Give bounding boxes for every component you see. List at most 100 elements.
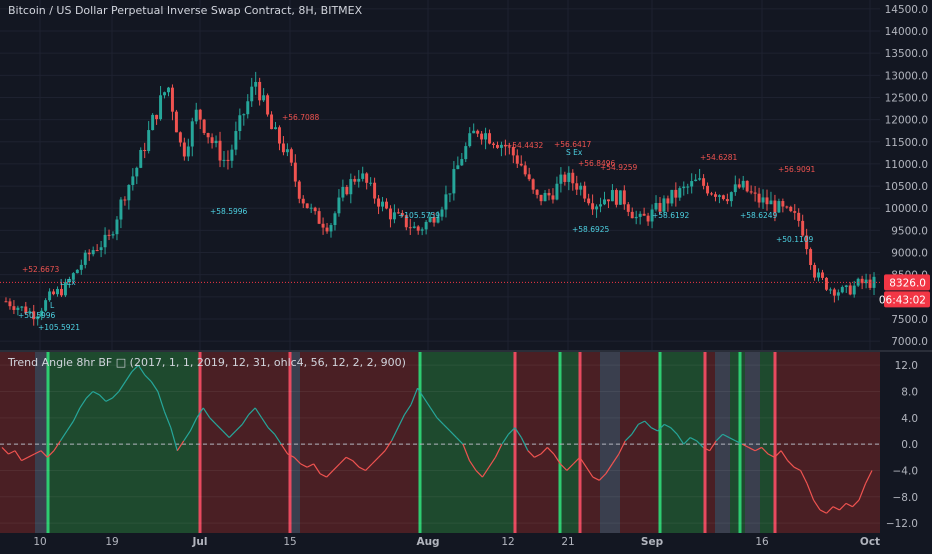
indicator-segment [417, 387, 425, 399]
candle-body [377, 198, 381, 207]
candle-body [385, 201, 388, 209]
candle-body [226, 159, 230, 161]
candle-body [8, 301, 12, 307]
indicator-segment [767, 453, 775, 458]
candle-body [539, 194, 543, 202]
candle-body [420, 229, 424, 231]
candle-body [797, 212, 801, 221]
candle-body [167, 87, 170, 93]
candle-body [646, 215, 650, 222]
indicator-segment [520, 437, 529, 451]
candle-body [194, 109, 198, 122]
indicator-segment [514, 427, 522, 438]
indicator-segment [111, 391, 120, 399]
indicator-segment [365, 463, 373, 471]
candle-body [484, 133, 488, 140]
indicator-segment [371, 456, 379, 465]
candle-body [844, 285, 848, 288]
time-tick-label: 21 [561, 536, 574, 548]
annotation-long: +50.1109 [776, 235, 814, 244]
indicator-segment [800, 470, 808, 484]
zone-red [705, 352, 715, 533]
indicator-segment [222, 430, 230, 438]
candle-body [361, 173, 365, 179]
indicator-segment [475, 470, 483, 478]
indicator-tick-label: −12.0 [886, 518, 918, 530]
indicator-segment [92, 390, 100, 396]
candle-body [848, 285, 852, 295]
candle-body [809, 249, 813, 266]
indicator-segment [819, 509, 827, 514]
zone-red [0, 352, 35, 533]
candle-body [198, 109, 202, 120]
candle-body [305, 203, 309, 209]
candle-body [36, 316, 40, 320]
indicator-segment [443, 423, 451, 432]
annotation-long: +58.6925 [572, 225, 610, 234]
indicator-segment [826, 506, 834, 514]
candle-body [507, 146, 511, 148]
candle-body [836, 292, 840, 296]
indicator-segment [157, 391, 165, 412]
candle-body [555, 183, 559, 200]
indicator-segment [683, 437, 691, 445]
trade-annotations: +50.5996 +105.5921 +58.5996 +105.5759 +58.69… [18, 113, 816, 332]
annotation-short: +54.4432 [506, 141, 544, 150]
candle-body [428, 216, 432, 222]
indicator-segment [611, 453, 620, 465]
candle-body [745, 180, 749, 192]
indicator-segment [391, 427, 399, 442]
indicator-segment [456, 437, 464, 445]
indicator-segment [345, 456, 353, 462]
time-tick-label: 15 [283, 536, 296, 548]
indicator-segment [845, 502, 853, 508]
candle-body [805, 235, 809, 250]
candle-body [492, 143, 495, 145]
annotation-short: +56.7088 [282, 113, 320, 122]
candle-body [817, 272, 821, 278]
candle-body [618, 190, 622, 205]
candle-body [527, 174, 531, 180]
zone-neu [600, 352, 620, 533]
indicator-segment [663, 423, 672, 429]
price-tick-label: 13000.0 [885, 70, 928, 82]
candle-body [396, 212, 400, 214]
countdown-tag [884, 291, 930, 308]
candle-body [230, 149, 234, 161]
annotation-long: L [50, 301, 55, 310]
price-tick-label: 10500.0 [885, 181, 928, 193]
indicator-segment [384, 440, 393, 452]
candle-body [503, 144, 507, 147]
candle-body [28, 311, 32, 314]
price-tick-label: 14000.0 [885, 26, 928, 38]
grid-lines [0, 0, 932, 524]
candle-body [79, 264, 83, 270]
indicator-segment [572, 456, 581, 465]
candle-body [357, 178, 361, 182]
time-tick-label: Jul [192, 536, 208, 548]
candle-body [337, 197, 341, 214]
zone-edge-red [198, 352, 202, 533]
candle-body [480, 133, 484, 140]
indicator-segment [202, 407, 211, 419]
candle-body [293, 162, 297, 182]
indicator-tick-label: 8.0 [901, 386, 918, 398]
zone-neu [745, 352, 760, 533]
indicator-segment [21, 456, 29, 462]
indicator-segment [501, 433, 509, 445]
candle-body [777, 201, 781, 213]
indicator-segment [137, 364, 146, 376]
indicator-segment [85, 391, 94, 399]
annotation-short: +56.9091 [778, 165, 816, 174]
indicator-segment [254, 407, 263, 419]
candle-body [238, 115, 242, 132]
candle-body [317, 211, 321, 224]
indicator-segment [852, 499, 860, 508]
candle-body [48, 291, 52, 301]
indicator-segment [118, 381, 126, 392]
annotation-long: +58.6192 [652, 211, 690, 220]
candle-body [567, 172, 571, 182]
indicator-segment [209, 417, 217, 425]
indicator-segment [546, 447, 555, 455]
